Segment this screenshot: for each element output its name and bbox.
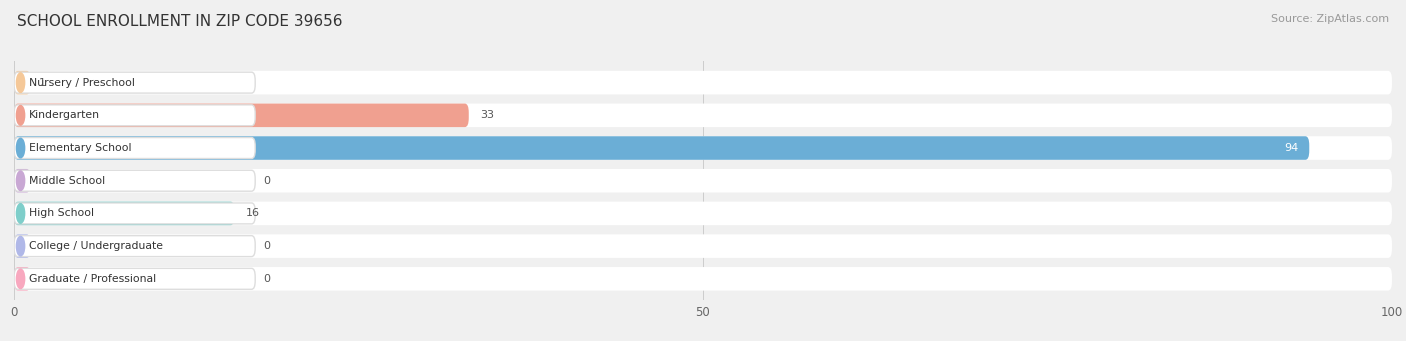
FancyBboxPatch shape <box>14 169 31 193</box>
FancyBboxPatch shape <box>14 234 1392 258</box>
FancyBboxPatch shape <box>14 104 1392 127</box>
FancyBboxPatch shape <box>14 234 31 258</box>
FancyBboxPatch shape <box>14 71 1392 94</box>
Text: College / Undergraduate: College / Undergraduate <box>30 241 163 251</box>
FancyBboxPatch shape <box>14 169 1392 193</box>
FancyBboxPatch shape <box>14 202 235 225</box>
Text: Elementary School: Elementary School <box>30 143 132 153</box>
FancyBboxPatch shape <box>14 203 256 224</box>
Circle shape <box>17 73 25 92</box>
Text: Kindergarten: Kindergarten <box>30 110 100 120</box>
Circle shape <box>17 236 25 256</box>
FancyBboxPatch shape <box>14 268 256 289</box>
Text: Source: ZipAtlas.com: Source: ZipAtlas.com <box>1271 14 1389 24</box>
Text: 33: 33 <box>479 110 494 120</box>
FancyBboxPatch shape <box>14 170 256 191</box>
Text: Middle School: Middle School <box>30 176 105 186</box>
FancyBboxPatch shape <box>14 71 31 94</box>
FancyBboxPatch shape <box>14 104 468 127</box>
FancyBboxPatch shape <box>14 105 256 126</box>
FancyBboxPatch shape <box>14 136 1392 160</box>
Text: 94: 94 <box>1284 143 1298 153</box>
Text: 1: 1 <box>39 78 46 88</box>
Circle shape <box>17 105 25 125</box>
Text: Graduate / Professional: Graduate / Professional <box>30 274 156 284</box>
FancyBboxPatch shape <box>14 136 1309 160</box>
Text: SCHOOL ENROLLMENT IN ZIP CODE 39656: SCHOOL ENROLLMENT IN ZIP CODE 39656 <box>17 14 343 29</box>
Circle shape <box>17 138 25 158</box>
Circle shape <box>17 269 25 288</box>
FancyBboxPatch shape <box>14 72 256 93</box>
Text: Nursery / Preschool: Nursery / Preschool <box>30 78 135 88</box>
FancyBboxPatch shape <box>14 236 256 256</box>
Text: High School: High School <box>30 208 94 219</box>
FancyBboxPatch shape <box>14 137 256 159</box>
Circle shape <box>17 171 25 191</box>
FancyBboxPatch shape <box>14 202 1392 225</box>
Text: 0: 0 <box>263 241 270 251</box>
Text: 0: 0 <box>263 176 270 186</box>
FancyBboxPatch shape <box>14 267 31 291</box>
FancyBboxPatch shape <box>14 267 1392 291</box>
Text: 0: 0 <box>263 274 270 284</box>
Text: 16: 16 <box>246 208 260 219</box>
Circle shape <box>17 204 25 223</box>
